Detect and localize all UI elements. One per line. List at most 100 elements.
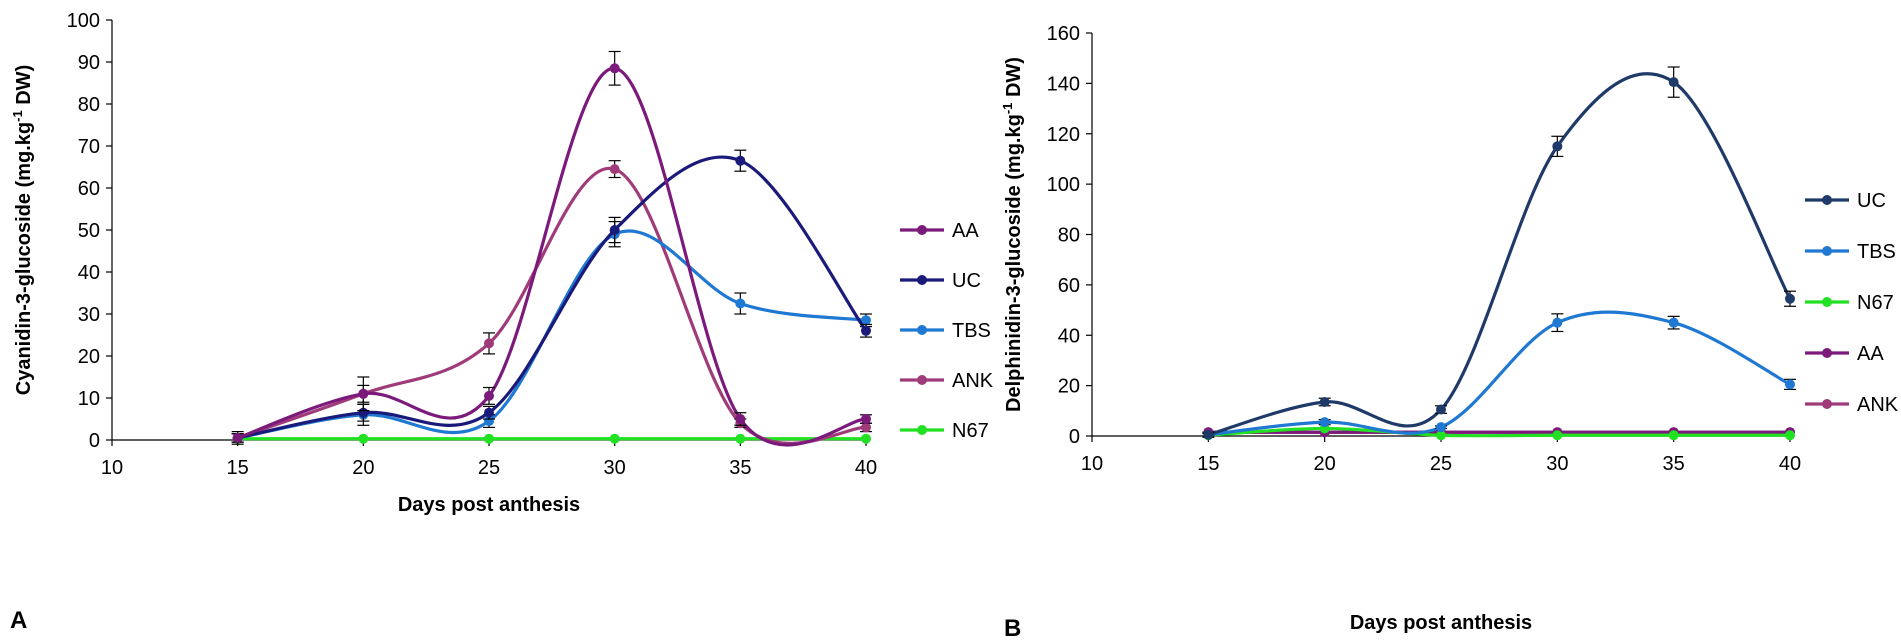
legend: AA UC TBS ANK N67 xyxy=(900,220,994,442)
data-point xyxy=(1668,77,1679,88)
data-point xyxy=(861,414,871,424)
data-point xyxy=(358,433,369,444)
legend-label: N67 xyxy=(952,420,989,442)
legend-item-aa: AA xyxy=(1805,343,1884,365)
legend-item-ank: ANK xyxy=(900,370,994,392)
data-point xyxy=(1785,379,1795,390)
legend-item-n67: N67 xyxy=(1805,292,1894,314)
legend-item-uc: UC xyxy=(900,270,981,292)
legend-label: AA xyxy=(1857,343,1884,365)
x-tick-label: 30 xyxy=(1546,453,1568,475)
data-point xyxy=(609,225,620,235)
series-line xyxy=(237,66,867,447)
y-tick-label: 90 xyxy=(78,52,100,74)
data-point xyxy=(735,433,746,444)
series-ank xyxy=(231,160,872,445)
series-aa xyxy=(231,50,872,447)
series-tbs xyxy=(1202,310,1796,440)
x-tick-label: 20 xyxy=(352,457,374,479)
data-point xyxy=(861,315,871,326)
data-point xyxy=(861,433,871,444)
x-tick-label: 20 xyxy=(1314,453,1336,475)
y-axis-title-end: DW) xyxy=(13,65,35,111)
legend-marker xyxy=(917,425,927,435)
y-tick-label: 30 xyxy=(78,304,100,326)
x-tick-label: 15 xyxy=(1197,453,1219,475)
data-point xyxy=(232,432,243,443)
y-tick-label: 80 xyxy=(78,94,100,116)
x-tick-label: 40 xyxy=(1779,453,1801,475)
y-axis-title: Delphinidin-3-glucoside (mg.kg-1 DW) xyxy=(1000,57,1025,412)
legend-label: UC xyxy=(1857,190,1886,212)
data-point xyxy=(1319,417,1330,428)
panel-label: A xyxy=(10,607,27,634)
data-point xyxy=(735,298,746,309)
data-point xyxy=(1552,141,1563,152)
x-tick-label: 10 xyxy=(101,457,123,479)
data-point xyxy=(1668,317,1679,328)
data-point xyxy=(735,414,746,424)
x-tick-label: 40 xyxy=(855,457,877,479)
y-tick-label: 100 xyxy=(67,10,100,32)
data-point xyxy=(358,388,369,399)
legend-item-tbs: TBS xyxy=(1805,241,1896,263)
legend-item-tbs: TBS xyxy=(900,320,991,342)
legend-marker xyxy=(1822,399,1832,409)
x-axis-title: Days post anthesis xyxy=(1350,612,1532,634)
y-axis-title-superscript: -1 xyxy=(1000,103,1015,115)
series-line xyxy=(1208,426,1790,438)
x-axis-title: Days post anthesis xyxy=(398,494,580,516)
x-tick-label: 35 xyxy=(1663,453,1685,475)
legend-item-uc: UC xyxy=(1805,190,1886,212)
y-tick-label: 20 xyxy=(1058,376,1080,398)
series-line xyxy=(1207,72,1792,437)
y-axis-title: Cyanidin-3-glucoside (mg.kg-1 DW) xyxy=(10,65,35,395)
x-tick-label: 30 xyxy=(604,457,626,479)
data-point xyxy=(1436,422,1446,433)
y-axis-title-superscript: -1 xyxy=(10,110,25,122)
legend-marker xyxy=(917,225,927,235)
data-point xyxy=(484,390,494,401)
y-tick-label: 0 xyxy=(89,430,100,452)
legend-item-ank: ANK xyxy=(1805,394,1899,416)
y-tick-label: 50 xyxy=(78,220,100,242)
legend-label: ANK xyxy=(952,370,994,392)
data-point xyxy=(861,325,871,336)
y-axis-title-end: DW) xyxy=(1003,57,1025,103)
chart-panel-b: 0 20 40 60 80 100 120 140 160 10 15 20 25 30 35 40 Days … xyxy=(1000,23,1899,641)
legend-item-aa: AA xyxy=(900,220,979,242)
y-tick-label: 80 xyxy=(1058,225,1080,247)
legend-marker xyxy=(1822,348,1832,358)
y-tick-label: 60 xyxy=(78,178,100,200)
x-tick-label: 15 xyxy=(227,457,249,479)
data-point xyxy=(1668,430,1679,441)
x-tick-label: 25 xyxy=(1430,453,1452,475)
x-tick-label: 10 xyxy=(1081,453,1103,475)
y-tick-label: 70 xyxy=(78,136,100,158)
data-point xyxy=(1552,430,1563,441)
series-line xyxy=(237,155,868,440)
legend-label: AA xyxy=(952,220,979,242)
data-point xyxy=(1552,317,1563,328)
data-point xyxy=(1436,430,1446,441)
legend-marker xyxy=(917,325,927,335)
data-point xyxy=(1319,396,1330,407)
legend-label: ANK xyxy=(1857,394,1899,416)
y-tick-label: 0 xyxy=(1069,426,1080,448)
legend-marker xyxy=(1822,195,1832,205)
y-tick-label: 100 xyxy=(1047,174,1080,196)
legend-label: TBS xyxy=(1857,241,1896,263)
data-point xyxy=(861,422,871,433)
y-axis-title-main: Delphinidin-3-glucoside (mg.kg xyxy=(1003,114,1025,412)
data-point xyxy=(484,407,494,418)
y-tick-label: 40 xyxy=(1058,325,1080,347)
y-tick-label: 160 xyxy=(1047,23,1080,45)
legend: UC TBS N67 AA ANK xyxy=(1805,190,1899,416)
y-tick-label: 120 xyxy=(1047,124,1080,146)
legend-marker xyxy=(1822,246,1832,256)
data-point xyxy=(1785,293,1795,304)
y-tick-label: 140 xyxy=(1047,73,1080,95)
data-point xyxy=(609,164,620,175)
